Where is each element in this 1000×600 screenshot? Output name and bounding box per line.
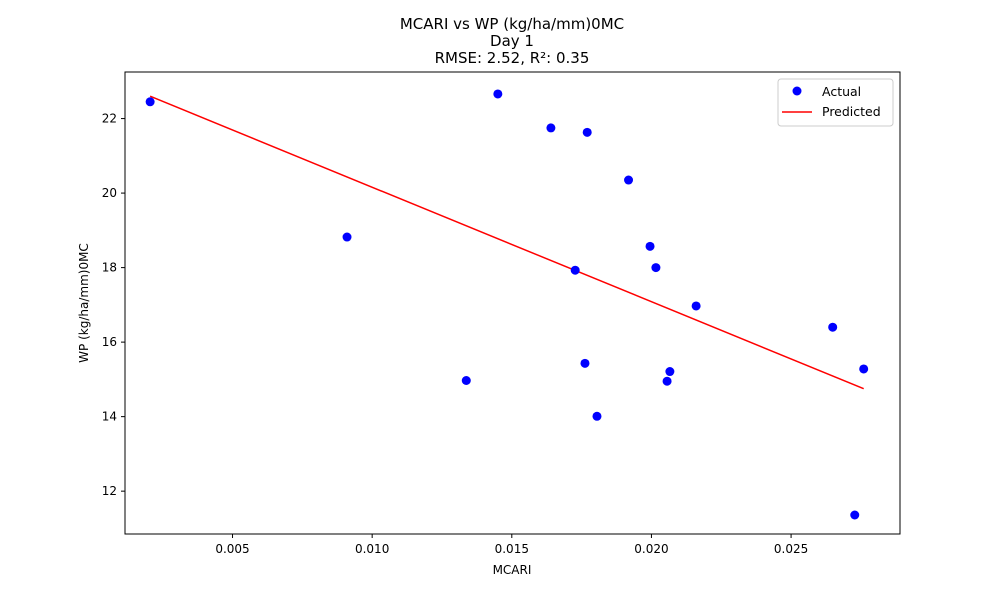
- plot-frame: [124, 71, 901, 535]
- data-point-actual-12: [651, 263, 661, 273]
- y-tick-label: 12: [102, 484, 117, 498]
- data-point-actual-14: [665, 367, 675, 377]
- data-point-actual-6: [570, 265, 580, 275]
- y-tick-label: 14: [102, 410, 117, 424]
- legend-label-predicted: Predicted: [822, 104, 881, 119]
- data-point-actual-15: [691, 301, 701, 311]
- data-point-actual-7: [580, 358, 590, 368]
- x-axis: 0.005 0.010 0.015 0.020 0.025: [215, 534, 808, 556]
- y-tick-label: 22: [102, 112, 117, 126]
- data-point-actual-16: [828, 322, 838, 332]
- plot-area: [145, 89, 869, 520]
- legend: Actual Predicted: [777, 78, 894, 127]
- y-axis: 12 14 16 18 20 22: [102, 112, 125, 498]
- data-point-actual-10: [624, 175, 634, 185]
- chart-title-line-1: MCARI vs WP (kg/ha/mm)0MC: [400, 15, 624, 33]
- chart-title-line-3: RMSE: 2.52, R²: 0.35: [435, 49, 590, 67]
- x-tick-label: 0.015: [495, 542, 529, 556]
- data-point-actual-11: [645, 241, 655, 251]
- chart-title: MCARI vs WP (kg/ha/mm)0MC Day 1 RMSE: 2.…: [400, 15, 624, 67]
- legend-box: [777, 78, 894, 127]
- data-point-actual-1: [145, 97, 155, 107]
- chart-title-line-2: Day 1: [490, 32, 534, 50]
- data-point-actual-17: [850, 510, 860, 520]
- data-point-actual-2: [342, 232, 352, 242]
- data-point-actual-5: [546, 123, 556, 133]
- y-axis-label: WP (kg/ha/mm)0MC: [77, 243, 91, 363]
- data-point-actual-9: [592, 411, 602, 421]
- data-point-actual-18: [859, 364, 869, 374]
- legend-marker-actual: [792, 86, 802, 96]
- x-tick-label: 0.005: [215, 542, 249, 556]
- data-point-actual-8: [582, 127, 592, 137]
- y-tick-label: 20: [102, 186, 117, 200]
- data-point-actual-3: [461, 375, 471, 385]
- x-axis-label: MCARI: [493, 563, 532, 577]
- data-point-actual-13: [662, 376, 672, 386]
- legend-label-actual: Actual: [822, 84, 861, 99]
- data-point-actual-4: [493, 89, 503, 99]
- predicted-line: [149, 95, 864, 390]
- x-tick-label: 0.025: [774, 542, 808, 556]
- x-tick-label: 0.020: [634, 542, 668, 556]
- y-tick-label: 16: [102, 335, 117, 349]
- x-tick-label: 0.010: [355, 542, 389, 556]
- y-tick-label: 18: [102, 261, 117, 275]
